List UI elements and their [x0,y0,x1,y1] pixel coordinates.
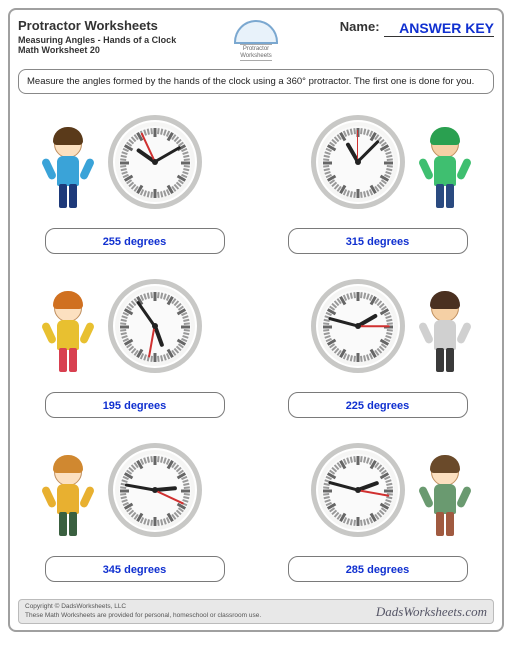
instruction-box: Measure the angles formed by the hands o… [18,69,494,94]
header-left: Protractor Worksheets Measuring Angles -… [18,18,226,55]
answer-text: 255 degrees [103,236,167,248]
logo-label: ProtractorWorksheets [240,44,272,61]
clock-scene [35,266,235,386]
child-figure [43,122,93,222]
clock-scene [35,102,235,222]
answer-text: 285 degrees [346,564,410,576]
header-right: Name: ANSWER KEY [286,18,494,37]
clock-face [108,115,202,209]
child-figure [43,450,93,550]
protractor-icon [234,20,278,42]
name-label: Name: [340,19,380,34]
clock-cell-1: 255 degrees [22,102,247,254]
clock-face [311,115,405,209]
answer-text: 345 degrees [103,564,167,576]
answer-box: 225 degrees [288,392,468,418]
clock-cell-6: 285 degrees [265,430,490,582]
clock-face [311,443,405,537]
answer-box: 315 degrees [288,228,468,254]
clock-scene [278,430,478,550]
worksheet-subtitle-1: Measuring Angles - Hands of a Clock [18,35,226,45]
worksheet-page: Protractor Worksheets Measuring Angles -… [8,8,504,632]
instruction-text: Measure the angles formed by the hands o… [27,76,474,87]
clock-face [108,279,202,373]
answer-text: 225 degrees [346,400,410,412]
disclaimer-text: These Math Worksheets are provided for p… [25,612,261,620]
answer-key-text: ANSWER KEY [399,20,494,36]
footer-site: DadsWorksheets.com [376,604,487,620]
worksheet-subtitle-2: Math Worksheet 20 [18,45,226,55]
child-figure [43,286,93,386]
clock-cell-2: 315 degrees [265,102,490,254]
answer-box: 195 degrees [45,392,225,418]
answer-box: 285 degrees [288,556,468,582]
worksheet-title: Protractor Worksheets [18,18,226,33]
clock-grid: 255 degrees 315 degrees 195 degrees 225 deg… [18,102,494,582]
answer-box: 255 degrees [45,228,225,254]
footer: Copyright © DadsWorksheets, LLC These Ma… [18,599,494,624]
header: Protractor Worksheets Measuring Angles -… [18,18,494,63]
name-field: ANSWER KEY [384,18,494,37]
footer-left: Copyright © DadsWorksheets, LLC These Ma… [25,603,261,620]
clock-cell-4: 225 degrees [265,266,490,418]
answer-text: 315 degrees [346,236,410,248]
clock-face [311,279,405,373]
child-figure [420,286,470,386]
clock-scene [278,102,478,222]
clock-scene [278,266,478,386]
clock-scene [35,430,235,550]
copyright-text: Copyright © DadsWorksheets, LLC [25,603,261,611]
clock-face [108,443,202,537]
clock-cell-5: 345 degrees [22,430,247,582]
answer-text: 195 degrees [103,400,167,412]
clock-cell-3: 195 degrees [22,266,247,418]
answer-box: 345 degrees [45,556,225,582]
child-figure [420,122,470,222]
protractor-logo: ProtractorWorksheets [226,18,286,63]
child-figure [420,450,470,550]
